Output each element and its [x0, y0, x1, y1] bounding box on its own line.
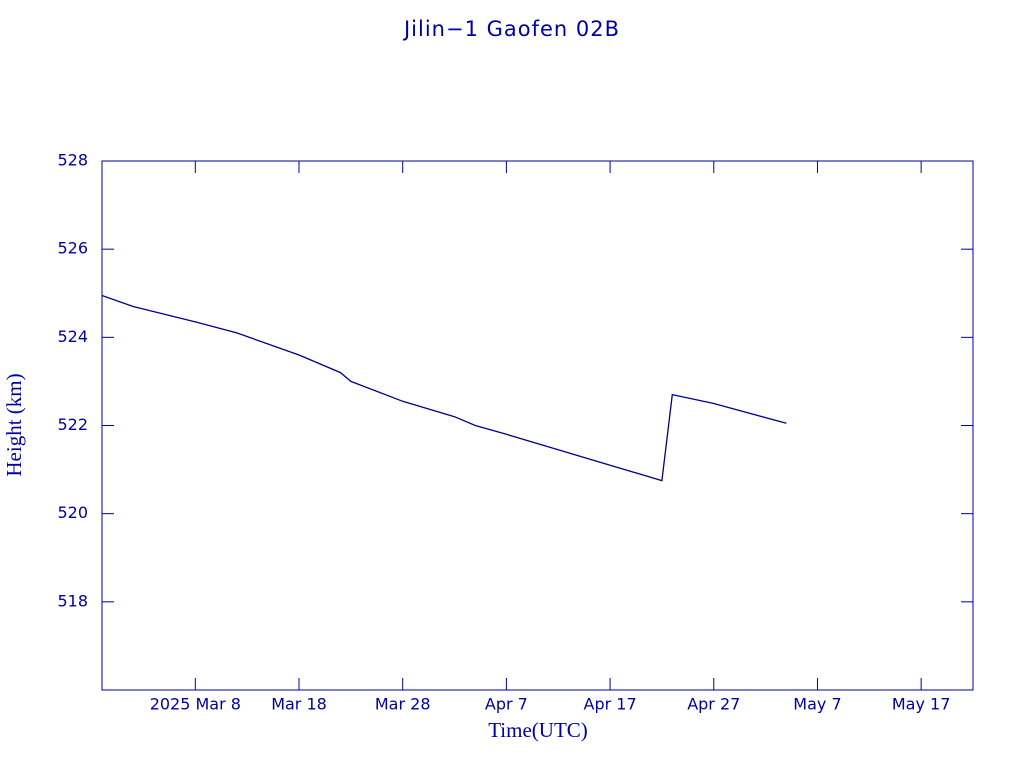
x-axis-label: Time(UTC): [488, 718, 588, 742]
x-tick-label: Mar 28: [375, 695, 431, 714]
plot-frame: [101, 160, 974, 691]
x-tick-label: Apr 27: [687, 695, 740, 714]
y-tick-label: 520: [57, 503, 88, 522]
height-line: [101, 294, 787, 482]
x-tick-label: May 7: [793, 695, 841, 714]
x-tick-label: 2025 Mar 8: [150, 695, 241, 714]
y-axis-label: Height (km): [2, 373, 26, 476]
y-tick-label: 528: [57, 151, 88, 170]
x-tick-label: Mar 18: [271, 695, 327, 714]
x-tick-label: Apr 17: [584, 695, 637, 714]
y-tick-label: 524: [57, 327, 88, 346]
y-tick-label: 526: [57, 239, 88, 258]
x-tick-label: Apr 7: [485, 695, 528, 714]
chart-title: Jilin−1 Gaofen 02B: [402, 17, 620, 41]
y-tick-label: 518: [57, 591, 88, 610]
y-tick-label: 522: [57, 415, 88, 434]
x-tick-label: May 17: [892, 695, 951, 714]
